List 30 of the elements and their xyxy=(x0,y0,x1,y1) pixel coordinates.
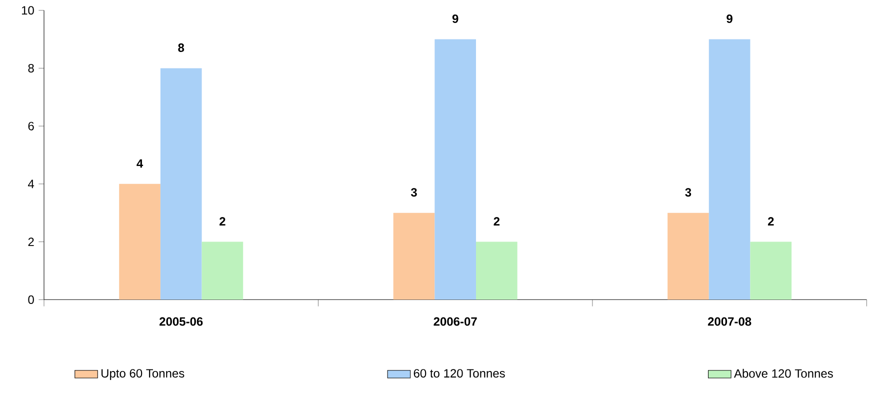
bar xyxy=(750,242,792,300)
data-label: 9 xyxy=(726,14,732,24)
data-label: 8 xyxy=(178,43,184,52)
y-tick-label: 6 xyxy=(28,122,34,130)
y-tick-label: 4 xyxy=(28,180,34,188)
data-label: 2 xyxy=(768,217,774,226)
x-tick-label: 2006-07 xyxy=(434,317,477,326)
bar xyxy=(708,39,750,300)
x-tick-label: 2007-08 xyxy=(708,317,752,326)
bar xyxy=(476,242,518,300)
legend-label: 60 to 120 Tonnes xyxy=(414,369,505,378)
legend-label: Upto 60 Tonnes xyxy=(102,369,184,380)
legend-label: Above 120 Tonnes xyxy=(734,368,833,378)
bar xyxy=(434,39,476,300)
y-tick-label: 10 xyxy=(22,6,34,15)
data-label: 4 xyxy=(136,159,144,168)
data-label: 3 xyxy=(410,188,417,197)
data-label: 2 xyxy=(220,217,226,226)
y-tick-label: 0 xyxy=(28,295,34,304)
bar xyxy=(160,68,202,300)
bar xyxy=(119,184,160,300)
y-tick-label: 8 xyxy=(28,64,34,72)
bar xyxy=(668,212,709,300)
data-label: 9 xyxy=(452,14,458,24)
data-label: 3 xyxy=(685,188,692,197)
bar xyxy=(393,212,435,300)
x-tick-label: 2005-06 xyxy=(160,317,203,326)
bar xyxy=(202,242,244,300)
y-tick-label: 2 xyxy=(28,238,34,246)
data-label: 2 xyxy=(494,217,500,226)
